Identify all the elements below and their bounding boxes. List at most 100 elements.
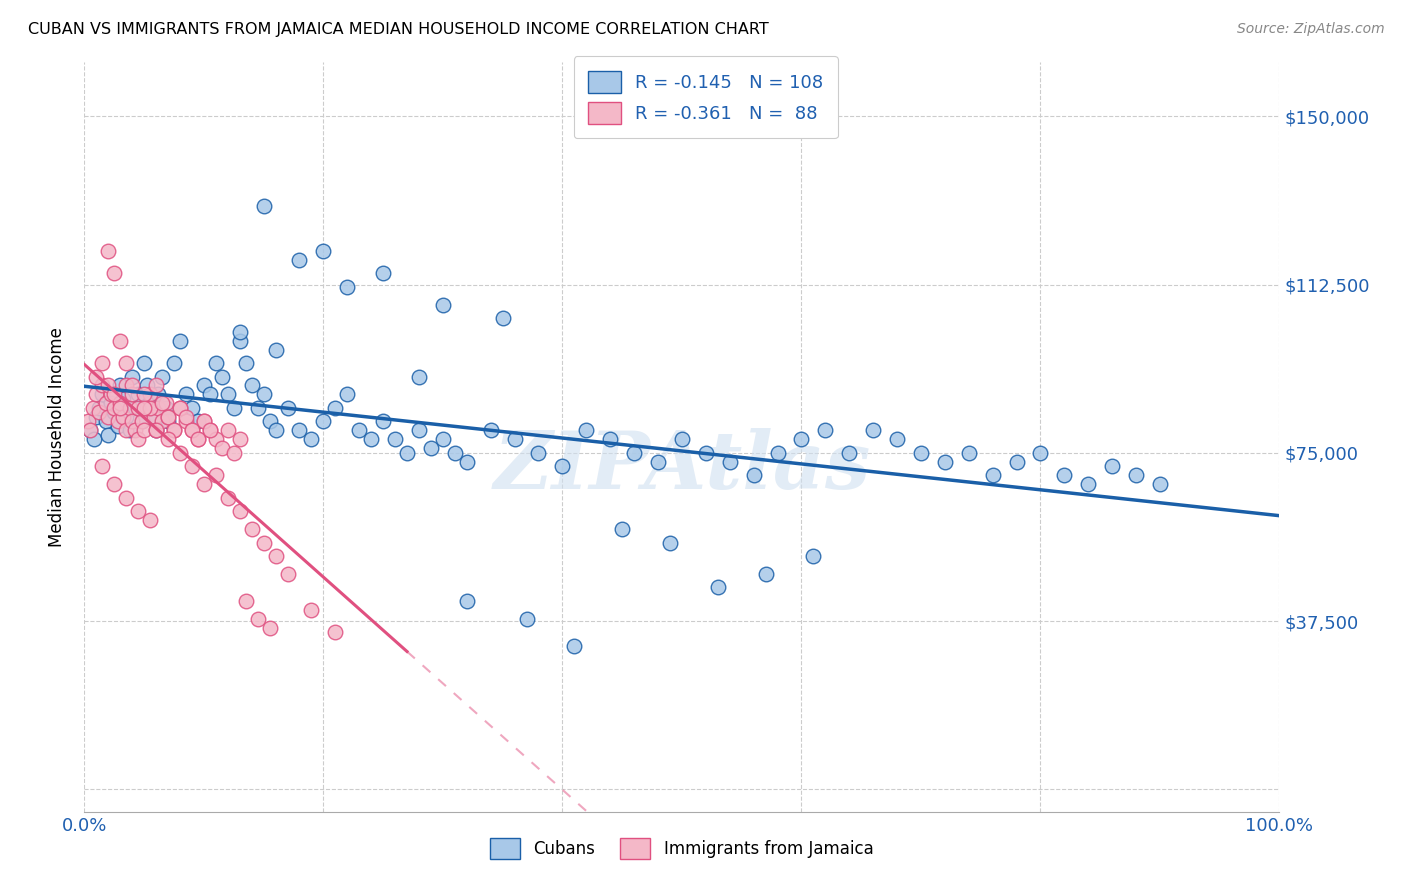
Point [336, 279, 359, 293]
Point [103, 387, 125, 401]
Point [205, 433, 228, 447]
Point [86, 409, 108, 424]
Point [115, 356, 138, 370]
Point [373, 266, 395, 280]
Point [910, 446, 932, 460]
Point [1005, 455, 1028, 469]
Point [1029, 446, 1052, 460]
Point [288, 423, 311, 437]
Point [198, 423, 221, 437]
Point [695, 446, 717, 460]
Point [181, 459, 204, 474]
Point [456, 455, 478, 469]
Point [135, 378, 157, 392]
Point [253, 199, 276, 213]
Point [229, 334, 252, 348]
Y-axis label: Median Household Income: Median Household Income [48, 327, 66, 547]
Text: Source: ZipAtlas.com: Source: ZipAtlas.com [1237, 22, 1385, 37]
Point [155, 396, 177, 410]
Point [934, 455, 956, 469]
Point [115, 491, 138, 505]
Point [408, 369, 430, 384]
Point [288, 252, 311, 267]
Point [564, 639, 586, 653]
Point [103, 405, 125, 419]
Point [145, 423, 167, 437]
Point [107, 418, 129, 433]
Point [432, 298, 454, 312]
Point [198, 387, 221, 401]
Text: CUBAN VS IMMIGRANTS FROM JAMAICA MEDIAN HOUSEHOLD INCOME CORRELATION CHART: CUBAN VS IMMIGRANTS FROM JAMAICA MEDIAN … [28, 22, 769, 37]
Point [135, 401, 157, 415]
Point [82, 401, 104, 415]
Point [1053, 468, 1076, 483]
Point [115, 423, 138, 437]
Point [97, 244, 120, 258]
Point [87, 405, 110, 419]
Point [886, 433, 908, 447]
Point [240, 522, 263, 536]
Point [163, 423, 186, 437]
Point [264, 549, 287, 563]
Legend: Cubans, Immigrants from Jamaica: Cubans, Immigrants from Jamaica [482, 830, 882, 867]
Point [132, 356, 156, 370]
Point [301, 433, 323, 447]
Point [229, 433, 252, 447]
Point [121, 387, 143, 401]
Point [755, 566, 778, 581]
Point [110, 401, 132, 415]
Point [97, 409, 120, 424]
Point [217, 387, 239, 401]
Point [336, 387, 359, 401]
Point [169, 401, 191, 415]
Point [205, 468, 228, 483]
Point [229, 325, 252, 339]
Point [150, 369, 173, 384]
Point [83, 433, 105, 447]
Point [325, 401, 347, 415]
Point [157, 433, 180, 447]
Point [516, 612, 538, 626]
Point [264, 343, 287, 357]
Point [659, 535, 682, 549]
Point [957, 446, 980, 460]
Point [77, 414, 100, 428]
Point [139, 513, 162, 527]
Point [240, 378, 263, 392]
Point [111, 409, 134, 424]
Point [94, 414, 117, 428]
Point [142, 409, 165, 424]
Point [1149, 477, 1171, 491]
Point [174, 414, 197, 428]
Point [193, 378, 215, 392]
Point [222, 401, 245, 415]
Point [312, 414, 335, 428]
Point [150, 414, 173, 428]
Point [253, 535, 276, 549]
Point [79, 423, 101, 437]
Point [211, 442, 233, 456]
Point [131, 414, 153, 428]
Point [193, 414, 215, 428]
Point [277, 566, 299, 581]
Point [107, 414, 129, 428]
Point [187, 433, 209, 447]
Point [110, 334, 132, 348]
Point [718, 455, 741, 469]
Point [222, 446, 245, 460]
Point [360, 433, 382, 447]
Point [148, 387, 170, 401]
Point [790, 433, 813, 447]
Point [127, 387, 149, 401]
Point [527, 446, 550, 460]
Point [838, 446, 860, 460]
Point [246, 612, 269, 626]
Point [87, 401, 110, 415]
Point [198, 423, 221, 437]
Point [1077, 477, 1099, 491]
Point [97, 427, 120, 442]
Point [150, 396, 173, 410]
Point [169, 446, 191, 460]
Point [599, 433, 621, 447]
Point [259, 621, 281, 635]
